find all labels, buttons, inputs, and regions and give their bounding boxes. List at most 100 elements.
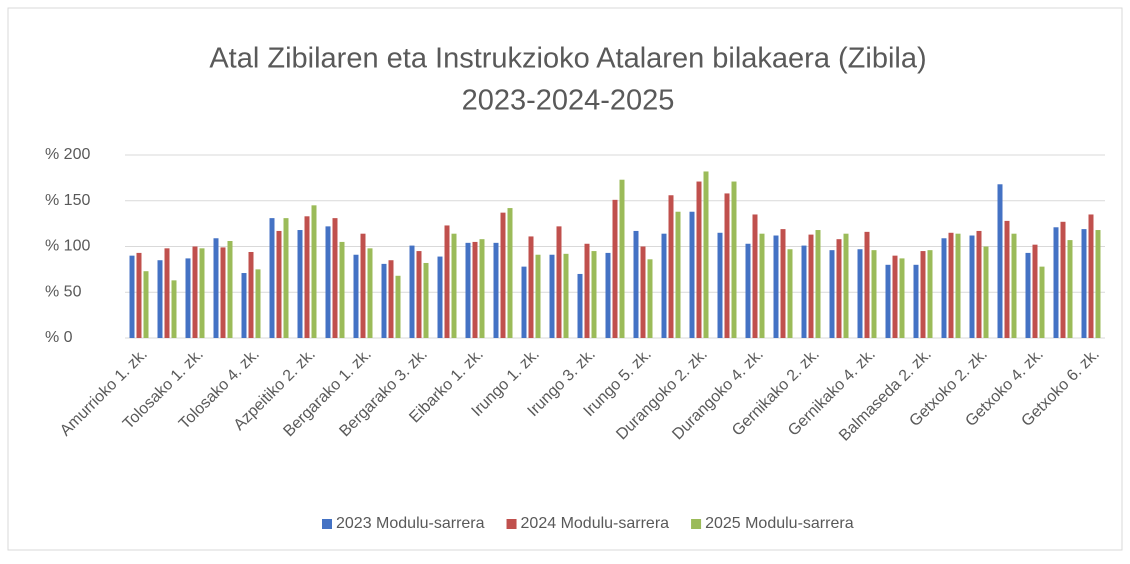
bar [479, 239, 485, 338]
y-tick-label: % 200 [45, 146, 90, 163]
bar [269, 218, 275, 338]
bar [675, 211, 681, 338]
bar [143, 271, 149, 338]
bar [745, 243, 751, 338]
bar [668, 195, 674, 338]
bar [857, 249, 863, 338]
bar [563, 253, 569, 338]
bar [577, 273, 583, 338]
bar [640, 246, 646, 338]
bar [556, 226, 562, 338]
bar [157, 260, 163, 338]
bar [276, 230, 282, 338]
bar [773, 235, 779, 338]
y-tick-label: % 50 [45, 283, 82, 300]
bar [948, 232, 954, 338]
bar [1081, 229, 1087, 338]
bar [528, 236, 534, 338]
chart-title: 2023-2024-2025 [462, 85, 675, 117]
legend-swatch [691, 519, 702, 529]
chart-title: Atal Zibilaren eta Instrukzioko Atalaren… [209, 43, 926, 75]
bar [689, 211, 695, 338]
bar [584, 243, 590, 338]
bar [493, 242, 499, 338]
bar [409, 245, 415, 338]
bar [1032, 244, 1038, 338]
bar [416, 251, 422, 338]
bar [283, 218, 289, 338]
bar [647, 259, 653, 338]
bar [920, 251, 926, 338]
bar [325, 226, 331, 338]
bar [129, 255, 135, 338]
legend-label: 2025 Modulu-sarrera [705, 515, 854, 532]
bar [1067, 240, 1073, 338]
bar [927, 250, 933, 338]
bar [619, 179, 625, 338]
bar [885, 264, 891, 338]
bar [465, 242, 471, 338]
bar [164, 248, 170, 338]
y-tick-label: % 100 [45, 238, 90, 255]
bar [472, 241, 478, 338]
bar [899, 258, 905, 338]
bar [1025, 252, 1031, 338]
bar [360, 233, 366, 338]
bar [969, 235, 975, 338]
bar [549, 254, 555, 338]
bar [955, 233, 961, 338]
bar [808, 234, 814, 338]
legend-swatch [506, 519, 517, 529]
bar [913, 264, 919, 338]
bar [731, 181, 737, 338]
bar [451, 233, 457, 338]
bar [696, 181, 702, 338]
bar [724, 193, 730, 338]
bar [367, 248, 373, 338]
bar [661, 233, 667, 338]
bar [353, 254, 359, 338]
bar [1095, 230, 1101, 338]
bar [136, 252, 142, 338]
bar [199, 248, 205, 338]
bar [192, 246, 198, 338]
bar [1039, 266, 1045, 338]
bar [864, 231, 870, 338]
bar [185, 258, 191, 338]
bar [437, 256, 443, 338]
bar [381, 263, 387, 338]
bar [1088, 214, 1094, 338]
bar [248, 251, 254, 338]
bar [633, 230, 639, 338]
bar [801, 245, 807, 338]
legend-label: 2024 Modulu-sarrera [521, 515, 670, 532]
bar [752, 214, 758, 338]
bar [339, 241, 345, 338]
bar [612, 199, 618, 338]
bar [829, 250, 835, 338]
bar [1004, 220, 1010, 338]
bar [787, 249, 793, 338]
bar [1060, 221, 1066, 338]
bar [304, 216, 310, 338]
bar [297, 230, 303, 338]
bar [941, 238, 947, 338]
bar [871, 250, 877, 338]
bar [444, 225, 450, 338]
bar [521, 266, 527, 338]
bar [213, 238, 219, 338]
bar [255, 269, 261, 338]
bar [507, 208, 513, 338]
bar [836, 239, 842, 338]
bar [227, 241, 233, 338]
bar [892, 255, 898, 338]
y-tick-label: % 150 [45, 192, 90, 209]
y-tick-label: % 0 [45, 329, 73, 346]
bar [1011, 233, 1017, 338]
bar [388, 260, 394, 338]
bar [759, 233, 765, 338]
bar [395, 275, 401, 338]
legend-label: 2023 Modulu-sarrera [336, 515, 485, 532]
legend-swatch [322, 519, 332, 529]
